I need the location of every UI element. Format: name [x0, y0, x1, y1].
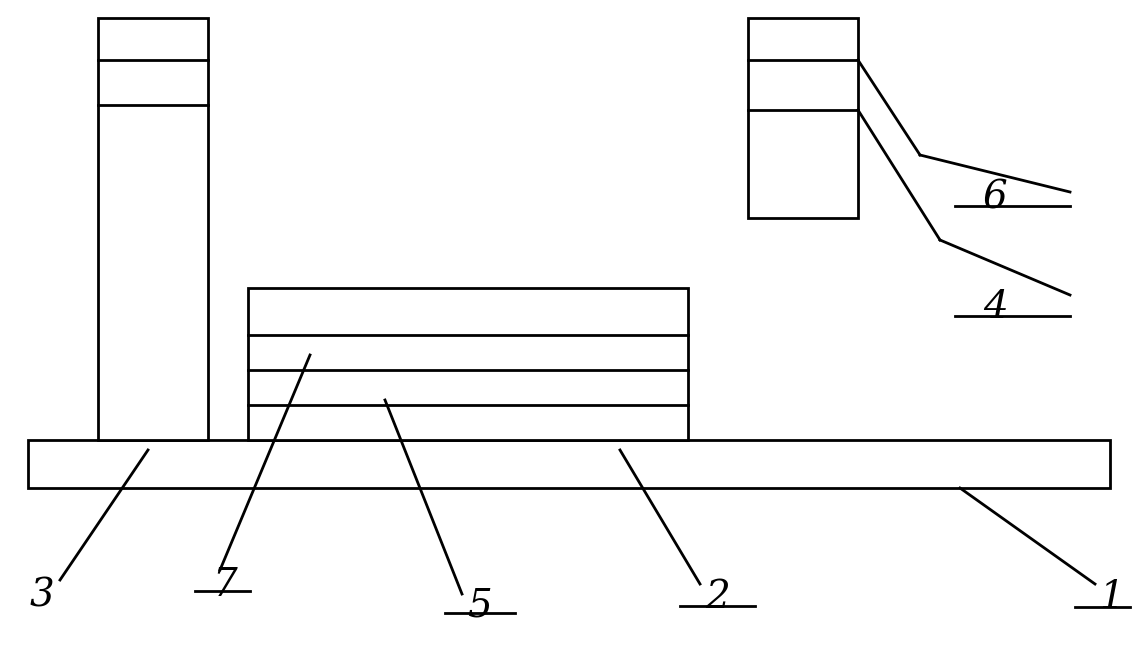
Text: 7: 7 — [213, 567, 237, 604]
Bar — [248, 288, 688, 440]
Bar — [99, 18, 209, 440]
Bar — [28, 440, 1110, 488]
Bar — [748, 18, 858, 218]
Text: 3: 3 — [30, 578, 54, 615]
Text: 1: 1 — [1100, 580, 1124, 617]
Text: 6: 6 — [982, 180, 1007, 217]
Text: 2: 2 — [706, 580, 730, 617]
Text: 4: 4 — [982, 289, 1007, 326]
Text: 5: 5 — [468, 587, 493, 624]
